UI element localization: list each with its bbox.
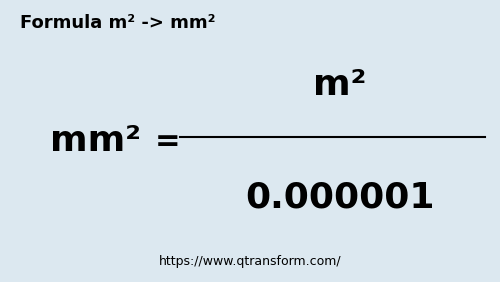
Text: https://www.qtransform.com/: https://www.qtransform.com/ <box>158 255 342 268</box>
Text: mm²: mm² <box>50 124 141 158</box>
Text: 0.000001: 0.000001 <box>245 180 435 214</box>
Text: m²: m² <box>314 68 366 102</box>
Text: =: = <box>154 127 180 155</box>
Text: Formula m² -> mm²: Formula m² -> mm² <box>20 14 216 32</box>
